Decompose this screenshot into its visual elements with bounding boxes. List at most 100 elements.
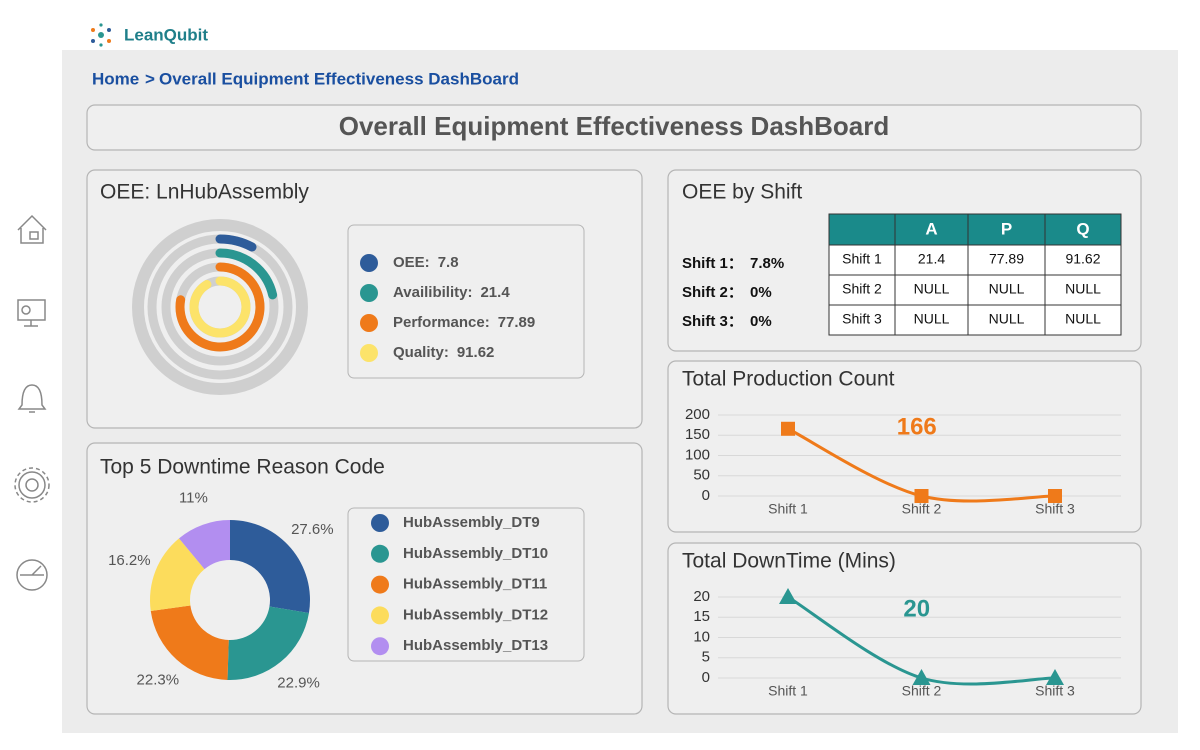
radial-bar [215, 248, 278, 300]
y-tick-label: 150 [685, 426, 710, 443]
donut-slice [230, 520, 310, 614]
shift-value: 0% [750, 284, 772, 301]
table-header: P [1001, 219, 1012, 238]
alert-icon[interactable] [17, 384, 47, 413]
legend-swatch [371, 514, 389, 532]
table-cell-text: 91.62 [1065, 251, 1100, 267]
legend-label: HubAssembly_DT12 [403, 606, 548, 623]
legend-swatch [360, 284, 378, 302]
gauge-icon[interactable] [16, 559, 48, 591]
page-title: Overall Equipment Effectiveness DashBoar… [339, 111, 890, 141]
table-cell-text: 21.4 [918, 251, 945, 267]
legend-swatch [360, 254, 378, 272]
legend-label: HubAssembly_DT9 [403, 514, 540, 531]
radial-bar [175, 262, 265, 352]
table-cell-text: NULL [914, 311, 950, 327]
legend-value: 77.89 [498, 314, 536, 331]
data-label: 22.3% [137, 671, 180, 688]
x-tick-label: Shift 2 [902, 683, 942, 699]
shift-label: Shift 2： [682, 284, 743, 301]
panel-title: Top 5 Downtime Reason Code [100, 456, 385, 479]
table-cell-text: NULL [989, 311, 1025, 327]
shift-value: 0% [750, 313, 772, 330]
donut-slice [150, 538, 205, 612]
x-tick-label: Shift 2 [902, 501, 942, 517]
legend-swatch [371, 637, 389, 656]
home-icon[interactable] [17, 214, 47, 244]
data-label: 166 [897, 413, 937, 440]
panel-title: Total DownTime (Mins) [682, 550, 896, 573]
legend-value: 7.8 [438, 254, 459, 271]
y-tick-label: 20 [693, 588, 710, 605]
production-panel [667, 360, 1142, 533]
shift-label: Shift 3： [682, 313, 743, 330]
data-label: 11% [179, 489, 208, 506]
legend-label: Quality: [393, 344, 449, 361]
legend-label: HubAssembly_DT10 [403, 545, 548, 562]
y-tick-label: 100 [685, 446, 710, 463]
table-header: Q [1076, 219, 1089, 238]
legend-label: HubAssembly_DT13 [403, 637, 548, 654]
settings-icon[interactable] [14, 467, 50, 503]
table-cell-text: 77.89 [989, 251, 1024, 267]
panel-title: Total Production Count [682, 368, 895, 391]
legend-label: OEE: [393, 254, 430, 271]
legend-label: HubAssembly_DT11 [403, 576, 547, 593]
breadcrumb-home[interactable]: Home [92, 69, 139, 88]
table-cell-text: NULL [1065, 311, 1101, 327]
panel-title: OEE by Shift [682, 181, 802, 204]
panel-title: OEE: LnHubAssembly [100, 181, 309, 204]
radial-bar [189, 276, 251, 338]
title-box [86, 104, 1142, 151]
legend-value: 91.62 [457, 344, 495, 361]
legend-swatch [371, 544, 389, 563]
sidebar [14, 214, 50, 591]
legend-swatch [360, 344, 378, 362]
breadcrumb-separator: > [145, 69, 155, 88]
y-tick-label: 50 [693, 467, 710, 484]
table-cell-text: NULL [989, 281, 1025, 297]
data-label: 16.2% [108, 552, 151, 569]
donut-slice [179, 520, 230, 570]
shift-value: 7.8% [750, 255, 784, 272]
ring-decoration [132, 219, 308, 395]
y-tick-label: 10 [693, 628, 710, 645]
x-tick-label: Shift 1 [768, 501, 808, 517]
y-tick-label: 15 [693, 608, 710, 625]
data-label: 22.9% [277, 674, 320, 691]
downtime-line-panel [667, 542, 1142, 715]
brand[interactable]: LeanQubit [124, 25, 208, 44]
table-cell-text: Shift 3 [842, 311, 882, 327]
legend-swatch [360, 314, 378, 332]
table-cell-text: NULL [1065, 281, 1101, 297]
shift-label: Shift 1： [682, 255, 743, 272]
marker [779, 588, 797, 604]
legend-label: Performance: [393, 314, 490, 331]
data-label: 20 [903, 595, 930, 622]
legend-value: 21.4 [480, 284, 510, 301]
monitor-icon[interactable] [17, 299, 46, 327]
legend-swatch [371, 575, 389, 594]
x-tick-label: Shift 3 [1035, 683, 1075, 699]
marker [1048, 489, 1062, 503]
marker [1046, 669, 1064, 685]
y-tick-label: 0 [702, 487, 710, 504]
legend-box [347, 224, 585, 379]
table-cell-text: NULL [914, 281, 950, 297]
donut-slice [227, 606, 309, 680]
table-cell [894, 304, 969, 336]
table-cell-text: Shift 2 [842, 281, 882, 297]
table-cell [828, 304, 896, 336]
breadcrumb-current[interactable]: Overall Equipment Effectiveness DashBoar… [159, 69, 519, 88]
data-label: 27.6% [291, 521, 334, 538]
table-cell-text: Shift 1 [842, 251, 882, 267]
table-cell [828, 244, 896, 276]
table-cell [967, 274, 1046, 306]
y-tick-label: 0 [702, 669, 710, 686]
legend-swatch [371, 606, 389, 625]
table-header-bg [828, 213, 1122, 246]
table-cell [894, 244, 969, 276]
table-cell [1044, 274, 1122, 306]
table-cell [967, 244, 1046, 276]
